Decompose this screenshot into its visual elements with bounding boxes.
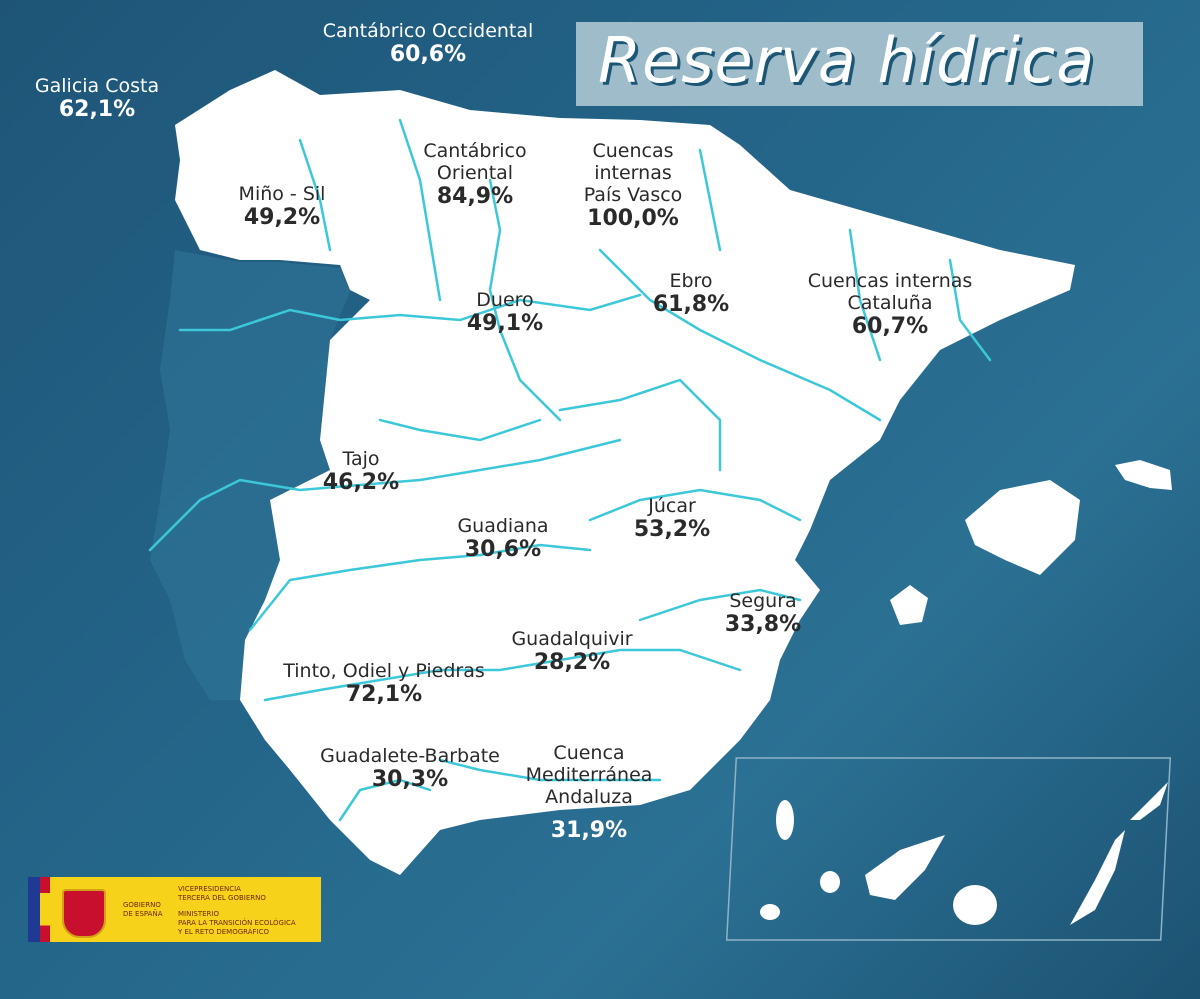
basin-name: Tinto, Odiel y Piedras (283, 660, 485, 682)
basin-label-mediterranea-andaluza: Cuenca Mediterránea Andaluza 31,9% (526, 742, 653, 842)
basin-label-segura: Segura 33,8% (725, 590, 801, 636)
basin-value: 100,0% (587, 206, 679, 231)
basin-name: Miño - Sil (238, 183, 326, 205)
basin-label-galicia-costa: Galicia Costa 62,1% (35, 75, 159, 121)
basin-label-guadiana: Guadiana 30,6% (457, 515, 548, 561)
basin-label-jucar: Júcar 53,2% (634, 495, 710, 541)
basin-name: Galicia Costa (34, 75, 160, 97)
rivers (148, 118, 992, 822)
logo-vicepresidencia-text: VICEPRESIDENCIA TERCERA DEL GOBIERNO (178, 885, 266, 902)
canary-inset-frame (725, 757, 1172, 941)
basin-value: 49,2% (243, 205, 321, 230)
basin-value: 33,8% (724, 612, 802, 637)
spain-mainland (175, 70, 1075, 875)
basin-name: Guadalete-Barbate (320, 745, 500, 767)
basin-label-cantabrico-occidental: Cantábrico Occidental 60,6% (323, 20, 534, 66)
basin-label-cataluna: Cuencas internas Cataluña 60,7% (808, 270, 973, 338)
basin-value: 28,2% (533, 650, 611, 675)
page-title: Reserva hídrica (598, 24, 1096, 97)
balearic-islands (890, 460, 1172, 625)
basin-name: Cuencas internas Cataluña (807, 270, 973, 314)
basin-value: 61,8% (652, 292, 730, 317)
government-logo: GOBIERNO DE ESPAÑA VICEPRESIDENCIA TERCE… (28, 877, 321, 942)
logo-ministerio-text: MINISTERIO PARA LA TRANSICIÓN ECOLÓGICA … (178, 910, 296, 936)
basin-value: 31,9% (550, 818, 628, 843)
basin-name: Cuenca Mediterránea Andaluza (525, 742, 653, 808)
basin-name: Guadiana (457, 515, 549, 537)
basin-value: 49,1% (466, 311, 544, 336)
portugal-shape (150, 250, 350, 700)
basin-name: Cantábrico Occidental (322, 20, 534, 42)
basin-value: 30,6% (464, 537, 542, 562)
basin-name: Segura (729, 590, 797, 612)
basin-label-ebro: Ebro 61,8% (653, 270, 729, 316)
basin-label-tajo: Tajo 46,2% (323, 448, 399, 494)
basin-name: Ebro (669, 270, 713, 292)
spain-flag-icon (40, 877, 50, 942)
basin-value: 60,6% (389, 42, 467, 67)
basin-value: 46,2% (322, 470, 400, 495)
basin-value: 60,7% (851, 314, 929, 339)
coat-of-arms-icon (62, 889, 106, 938)
basin-value: 62,1% (58, 97, 136, 122)
basin-label-mino-sil: Miño - Sil 49,2% (239, 183, 326, 229)
basin-name: Guadalquivir (511, 628, 633, 650)
basin-label-tinto-odiel-piedras: Tinto, Odiel y Piedras 72,1% (283, 660, 485, 706)
logo-gobierno-text: GOBIERNO DE ESPAÑA (123, 901, 163, 918)
basin-label-pais-vasco: Cuencas internas País Vasco 100,0% (584, 140, 683, 230)
basin-name: Cantábrico Oriental (423, 140, 527, 184)
basin-label-guadalquivir: Guadalquivir 28,2% (511, 628, 632, 674)
basin-label-guadalete-barbate: Guadalete-Barbate 30,3% (320, 745, 500, 791)
basin-name: Duero (476, 289, 534, 311)
basin-value: 72,1% (345, 682, 423, 707)
basin-name: Tajo (342, 448, 380, 470)
basin-name: Júcar (648, 495, 696, 517)
basin-value: 53,2% (633, 517, 711, 542)
basin-label-duero: Duero 49,1% (467, 289, 543, 335)
basin-label-cantabrico-oriental: Cantábrico Oriental 84,9% (423, 140, 526, 208)
basin-value: 30,3% (371, 767, 449, 792)
basin-name: Cuencas internas País Vasco (583, 140, 683, 206)
title-banner: Reserva hídrica (576, 22, 1143, 106)
canary-islands (760, 782, 1168, 925)
basin-value: 84,9% (436, 184, 514, 209)
